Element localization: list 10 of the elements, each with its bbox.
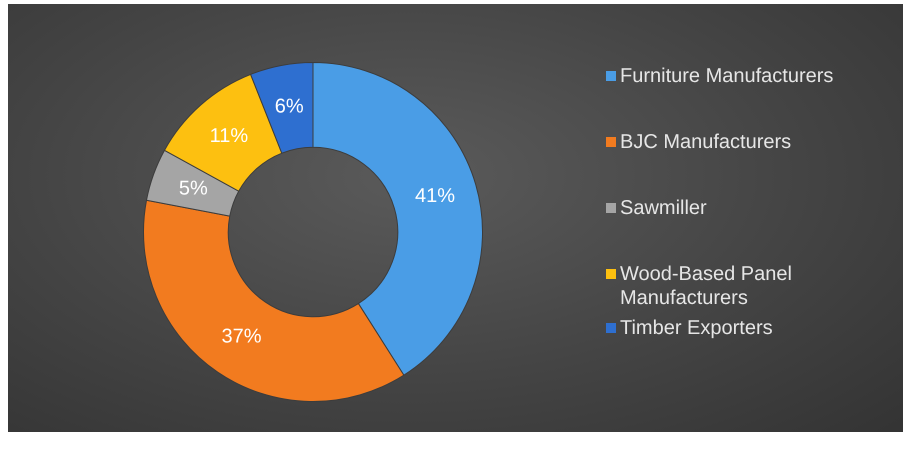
data-label: 11% [210, 125, 248, 148]
data-label: 37% [222, 326, 262, 348]
data-label: 5% [178, 177, 208, 200]
data-label: 6% [274, 96, 304, 118]
legend-label: Wood-Based Panel Manufacturers [620, 262, 793, 310]
legend-label: Timber Exporters [620, 316, 773, 340]
legend-label: BJC Manufacturers [620, 130, 792, 154]
data-label: 41% [415, 185, 456, 208]
legend-label: Furniture Manufacturers [620, 64, 834, 88]
legend-label: Sawmiller [620, 196, 707, 220]
